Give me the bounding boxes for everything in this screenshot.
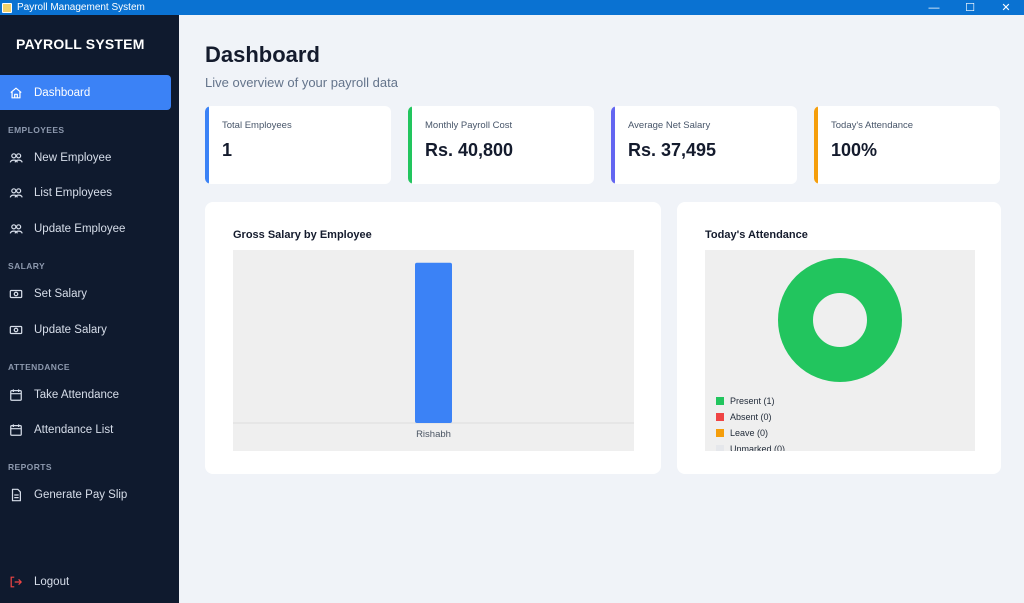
sidebar-item-take-attendance[interactable]: Take Attendance [0,377,171,412]
stat-label: Total Employees [222,120,292,131]
calendar-icon [8,387,24,403]
sidebar-item-update-salary[interactable]: Update Salary [0,312,171,347]
sidebar-item-update-employee[interactable]: Update Employee [0,211,171,246]
sidebar-item-label: Update Salary [34,323,107,336]
donut-chart-svg [778,258,902,382]
bar-chart-svg: Rishabh [233,262,634,440]
sidebar-item-label: Update Employee [34,222,126,235]
sidebar-item-label: Dashboard [34,86,91,99]
close-button[interactable]: ✕ [1001,2,1011,14]
sidebar-item-label: Set Salary [34,287,88,300]
window-title: Payroll Management System [17,2,145,13]
sidebar-item-label: Logout [34,575,70,588]
stat-label: Average Net Salary [628,120,711,131]
legend-swatch [716,397,724,405]
window-controls: — ☐ ✕ [916,0,1024,15]
window-titlebar: Payroll Management System — ☐ ✕ [0,0,1024,15]
panel-title: Gross Salary by Employee [233,229,372,241]
legend-item: Present (1) [716,393,785,409]
stat-card-average-net-salary: Average Net Salary Rs. 37,495 [611,106,797,184]
stat-value: Rs. 40,800 [425,140,514,160]
section-label-reports: REPORTS [8,462,52,472]
sidebar-item-attendance-list[interactable]: Attendance List [0,412,171,447]
sidebar: PAYROLL SYSTEM Dashboard EMPLOYEES New E… [0,15,179,603]
page-subtitle: Live overview of your payroll data [205,75,398,90]
section-label-salary: SALARY [8,261,46,271]
minimize-button[interactable]: — [928,1,940,14]
sidebar-item-label: Take Attendance [34,388,120,401]
stat-accent-bar [408,106,412,184]
legend-label: Leave (0) [730,428,769,438]
stat-value: 100% [831,140,878,160]
home-icon [8,85,24,101]
stat-accent-bar [814,106,818,184]
sidebar-item-generate-pay-slip[interactable]: Generate Pay Slip [0,477,171,512]
sidebar-item-label: New Employee [34,151,112,164]
money-icon [8,322,24,338]
stat-card-total-employees: Total Employees 1 [205,106,391,184]
panel-title: Today's Attendance [705,229,808,241]
attendance-legend: Present (1) Absent (0) Leave (0) Unmarked (… [716,393,785,451]
donut-slice-0 [778,258,902,382]
legend-item: Unmarked (0) [716,441,785,451]
sidebar-item-logout[interactable]: Logout [0,564,171,599]
legend-swatch [716,413,724,421]
sidebar-item-set-salary[interactable]: Set Salary [0,276,171,311]
users-icon [8,150,24,166]
legend-label: Unmarked (0) [730,444,786,451]
stat-card-monthly-payroll: Monthly Payroll Cost Rs. 40,800 [408,106,594,184]
stat-value: Rs. 37,495 [628,140,717,160]
users-icon [8,185,24,201]
legend-swatch [716,445,724,451]
sidebar-item-dashboard[interactable]: Dashboard [0,75,171,110]
stat-accent-bar [611,106,615,184]
legend-label: Absent (0) [730,412,772,422]
gross-salary-panel: Gross Salary by Employee Rishabh [205,202,661,474]
sidebar-item-new-employee[interactable]: New Employee [0,140,171,175]
page-title: Dashboard [205,42,320,67]
stat-label: Monthly Payroll Cost [425,120,513,131]
legend-label: Present (1) [730,396,775,406]
sidebar-item-label: List Employees [34,186,112,199]
bar-rishabh [415,262,452,423]
stat-label: Today's Attendance [831,120,914,131]
money-icon [8,286,24,302]
app-icon [2,2,12,13]
sidebar-item-label: Attendance List [34,423,114,436]
logout-icon [8,574,24,590]
gross-salary-chart: Rishabh [233,250,634,451]
legend-item: Absent (0) [716,409,785,425]
sidebar-item-label: Generate Pay Slip [34,488,128,501]
stat-accent-bar [205,106,209,184]
maximize-button[interactable]: ☐ [965,2,975,14]
legend-swatch [716,429,724,437]
main-content: Dashboard Live overview of your payroll … [179,15,1024,603]
legend-item: Leave (0) [716,425,785,441]
brand-title: PAYROLL SYSTEM [16,36,145,52]
sidebar-item-list-employees[interactable]: List Employees [0,175,171,210]
section-label-employees: EMPLOYEES [8,125,65,135]
section-label-attendance: ATTENDANCE [8,362,70,372]
users-icon [8,221,24,237]
stat-card-todays-attendance: Today's Attendance 100% [814,106,1000,184]
attendance-panel: Today's Attendance Present (1) Absent (0)… [677,202,1001,474]
attendance-chart: Present (1) Absent (0) Leave (0) Unmarked (… [705,250,975,451]
stat-value: 1 [222,140,233,160]
document-icon [8,487,24,503]
x-tick-label: Rishabh [416,429,451,440]
calendar-icon [8,422,24,438]
